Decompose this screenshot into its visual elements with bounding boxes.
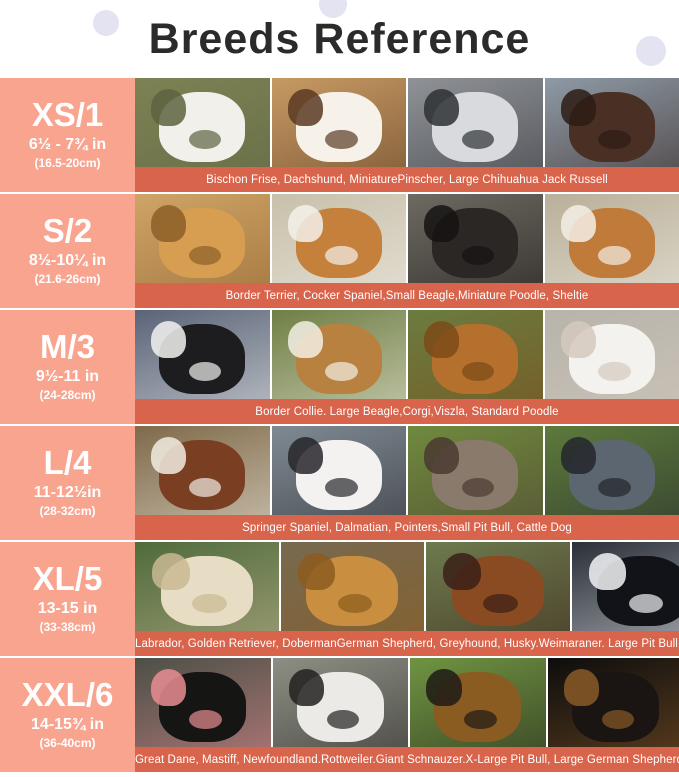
- size-inches: 6½ - 7¾ in: [28, 136, 107, 154]
- photo-strip: [135, 78, 679, 167]
- photo-springer-spaniel: [135, 426, 270, 515]
- photo-cocker-spaniel: [135, 194, 270, 283]
- decorative-circle-top: [319, 0, 347, 18]
- size-row: M/3 9½-11 in (24-28cm) Border Collie. Large…: [0, 310, 679, 424]
- decorative-circle-right: [636, 36, 666, 66]
- size-label-cell: XXL/6 14-15¾ in (36-40cm): [0, 658, 135, 772]
- size-code: L/4: [43, 443, 92, 481]
- size-label-cell: XL/5 13-15 in (33-38cm): [0, 542, 135, 656]
- photo-golden-retriever: [280, 542, 425, 631]
- size-centimeters: (33-38cm): [39, 619, 96, 634]
- page-title: Breeds Reference: [148, 14, 531, 63]
- photo-brown-greyhound: [544, 78, 679, 167]
- photo-husky: [571, 542, 679, 631]
- page-header: Breeds Reference: [0, 0, 679, 78]
- size-inches: 14-15¾ in: [31, 716, 104, 734]
- size-inches: 8½-10¼ in: [28, 252, 107, 270]
- photo-jack-russell-terrier: [271, 78, 406, 167]
- breeds-caption: Border Collie. Large Beagle,Corgi,Viszla…: [135, 399, 679, 424]
- photo-strip: [135, 542, 679, 631]
- size-row: L/4 11-12½in (28-32cm) Springer Spaniel, Da…: [0, 426, 679, 540]
- size-row: S/2 8½-10¼ in (21.6-26cm) Border Terrier, C…: [0, 194, 679, 308]
- photo-cell: Labrador, Golden Retriever, DobermanGerm…: [135, 542, 679, 656]
- size-label-cell: S/2 8½-10¼ in (21.6-26cm): [0, 194, 135, 308]
- decorative-circle-left: [93, 10, 119, 36]
- photo-vizsla: [408, 310, 543, 399]
- breeds-caption: Border Terrier, Cocker Spaniel,Small Bea…: [135, 283, 679, 308]
- photo-standard-poodle: [544, 310, 679, 399]
- photo-doberman: [426, 542, 570, 631]
- photo-cell: Border Collie. Large Beagle,Corgi,Viszla…: [135, 310, 679, 424]
- photo-strip: [135, 426, 679, 515]
- photo-large-german-shepherd: [547, 658, 679, 747]
- size-centimeters: (16.5-20cm): [34, 155, 101, 170]
- size-inches: 9½-11 in: [35, 368, 100, 386]
- photo-large-beagle: [271, 310, 406, 399]
- breeds-caption: Labrador, Golden Retriever, DobermanGerm…: [135, 631, 679, 656]
- photo-german-shepherd: [410, 658, 546, 747]
- photo-jack-russell-bw: [408, 78, 543, 167]
- photo-labrador: [135, 542, 279, 631]
- size-label-cell: XS/1 6½ - 7¾ in (16.5-20cm): [0, 78, 135, 192]
- size-label-cell: M/3 9½-11 in (24-28cm): [0, 310, 135, 424]
- photo-cell: Springer Spaniel, Dalmatian, Pointers,Sm…: [135, 426, 679, 540]
- photo-black-poodle: [408, 194, 543, 283]
- size-centimeters: (24-28cm): [39, 387, 96, 402]
- size-row: XS/1 6½ - 7¾ in (16.5-20cm) Bischon Frise, …: [0, 78, 679, 192]
- size-centimeters: (36-40cm): [39, 735, 96, 750]
- size-code: XXL/6: [21, 675, 114, 713]
- photo-pointer: [408, 426, 543, 515]
- size-centimeters: (21.6-26cm): [34, 271, 101, 286]
- size-inches: 11-12½in: [33, 484, 102, 502]
- breeds-reference-table: XS/1 6½ - 7¾ in (16.5-20cm) Bischon Frise, …: [0, 78, 679, 772]
- photo-great-dane: [272, 658, 409, 747]
- photo-sheltie: [544, 194, 679, 283]
- size-centimeters: (28-32cm): [39, 503, 96, 518]
- size-code: S/2: [42, 211, 93, 249]
- size-code: M/3: [39, 327, 95, 365]
- photo-beagle: [271, 194, 406, 283]
- photo-cattle-dog: [544, 426, 679, 515]
- photo-dalmatian: [271, 426, 406, 515]
- photo-strip: [135, 658, 679, 747]
- photo-newfoundland: [135, 658, 271, 747]
- size-row: XL/5 13-15 in (33-38cm) Labrador, Golden Re…: [0, 542, 679, 656]
- photo-cell: Great Dane, Mastiff, Newfoundland.Rottwe…: [135, 658, 679, 772]
- photo-cell: Bischon Frise, Dachshund, MiniaturePinsc…: [135, 78, 679, 192]
- breeds-caption: Springer Spaniel, Dalmatian, Pointers,Sm…: [135, 515, 679, 540]
- photo-cell: Border Terrier, Cocker Spaniel,Small Bea…: [135, 194, 679, 308]
- photo-strip: [135, 310, 679, 399]
- size-code: XL/5: [32, 559, 103, 597]
- photo-white-poodle: [135, 78, 270, 167]
- photo-border-collie: [135, 310, 270, 399]
- size-row: XXL/6 14-15¾ in (36-40cm) Great Dane, Masti…: [0, 658, 679, 772]
- breeds-caption: Great Dane, Mastiff, Newfoundland.Rottwe…: [135, 747, 679, 772]
- photo-strip: [135, 194, 679, 283]
- size-label-cell: L/4 11-12½in (28-32cm): [0, 426, 135, 540]
- size-code: XS/1: [31, 95, 104, 133]
- breeds-caption: Bischon Frise, Dachshund, MiniaturePinsc…: [135, 167, 679, 192]
- size-inches: 13-15 in: [37, 600, 98, 618]
